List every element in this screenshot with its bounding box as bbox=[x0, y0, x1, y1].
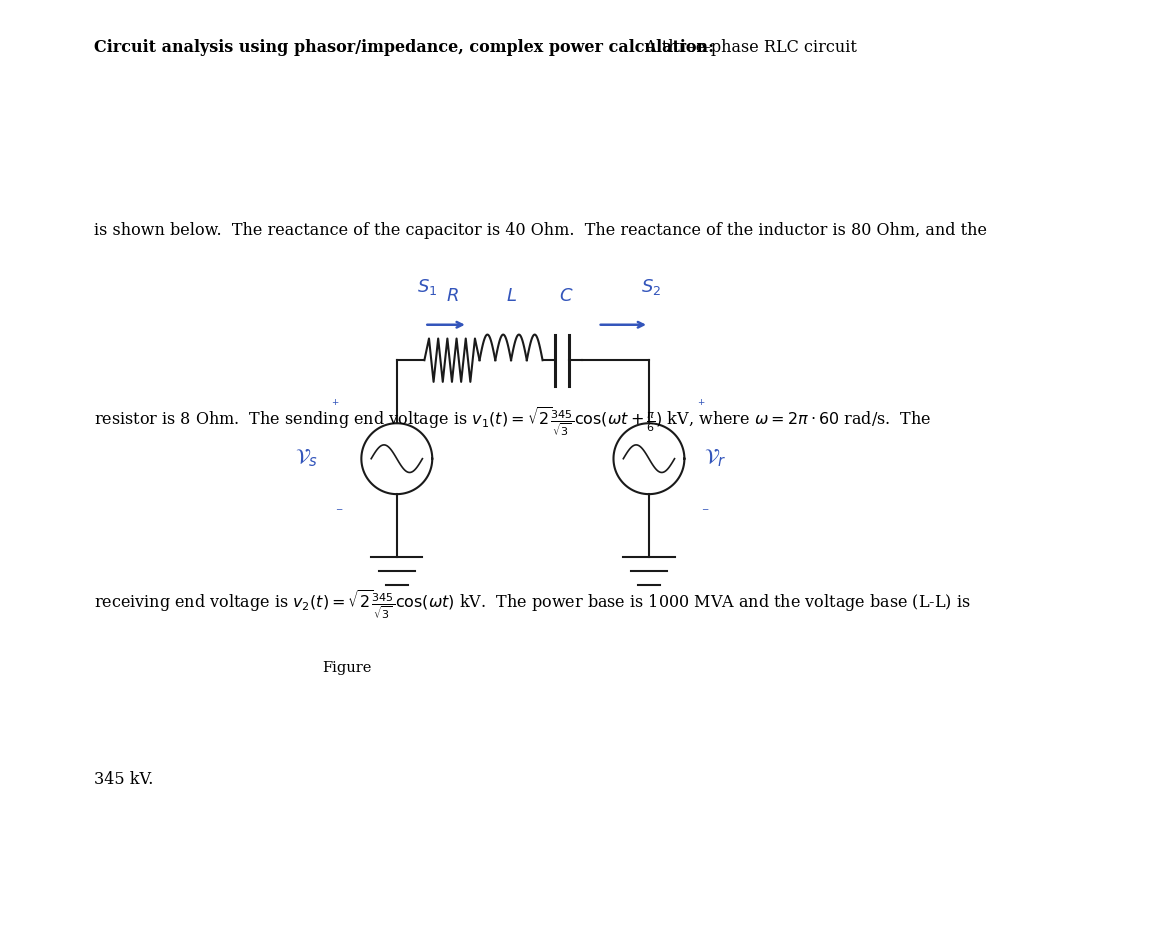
Text: $^+$: $^+$ bbox=[330, 399, 340, 412]
Text: receiving end voltage is $v_2(t) = \sqrt{2}\frac{345}{\sqrt{3}}\cos(\omega t)$ k: receiving end voltage is $v_2(t) = \sqrt… bbox=[94, 588, 971, 620]
Text: $^+$: $^+$ bbox=[697, 399, 706, 412]
Text: $^-$: $^-$ bbox=[334, 506, 344, 519]
Text: $R$: $R$ bbox=[445, 287, 458, 305]
Text: A three-phase RLC circuit: A three-phase RLC circuit bbox=[640, 39, 858, 56]
Text: $\mathcal{V}_s$: $\mathcal{V}_s$ bbox=[295, 447, 318, 470]
Text: $^-$: $^-$ bbox=[700, 506, 711, 519]
Text: Circuit analysis using phasor/impedance, complex power calculation:: Circuit analysis using phasor/impedance,… bbox=[94, 39, 714, 56]
Text: $S_2$: $S_2$ bbox=[642, 277, 662, 297]
Text: $\mathcal{V}_r$: $\mathcal{V}_r$ bbox=[704, 447, 726, 470]
Text: resistor is 8 Ohm.  The sending end voltage is $v_1(t) = \sqrt{2}\frac{345}{\sqr: resistor is 8 Ohm. The sending end volta… bbox=[94, 405, 932, 437]
Text: $C$: $C$ bbox=[559, 287, 573, 305]
Text: 345 kV.: 345 kV. bbox=[94, 771, 154, 788]
Text: $S_1$: $S_1$ bbox=[416, 277, 437, 297]
Text: $L$: $L$ bbox=[505, 287, 517, 305]
Text: Figure: Figure bbox=[322, 661, 371, 675]
Text: is shown below.  The reactance of the capacitor is 40 Ohm.  The reactance of the: is shown below. The reactance of the cap… bbox=[94, 222, 987, 239]
